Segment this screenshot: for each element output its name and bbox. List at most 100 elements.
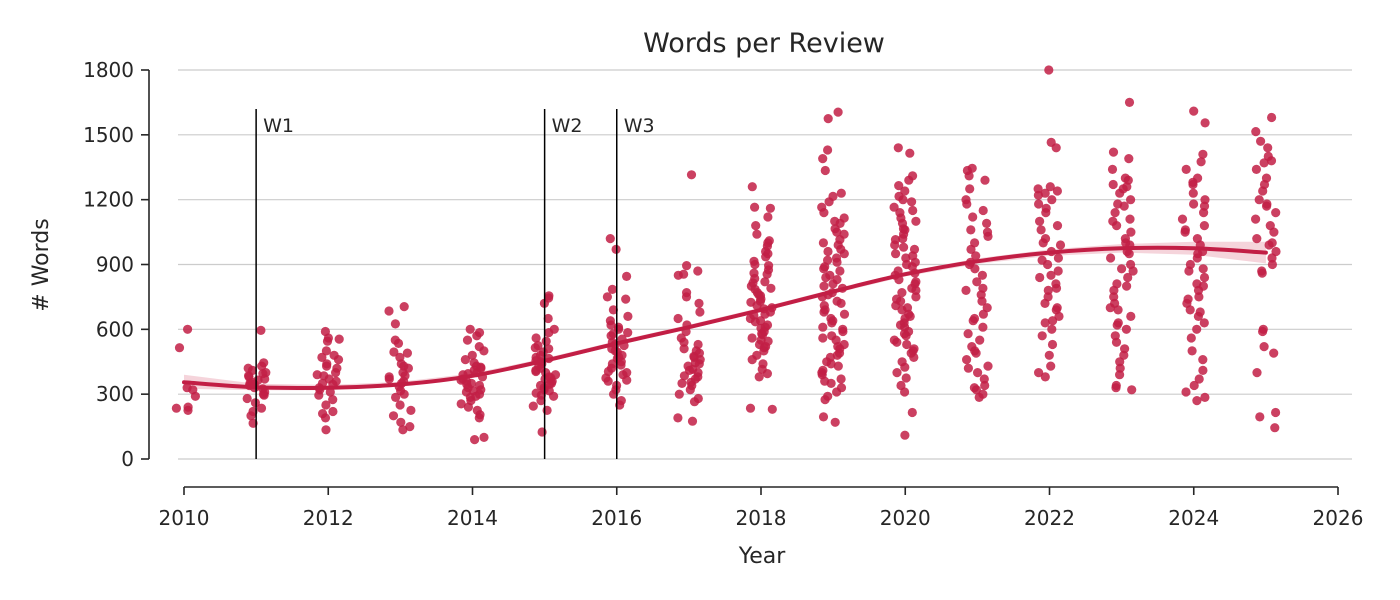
point-2013-21 <box>396 417 406 427</box>
data-points <box>171 65 1281 445</box>
point-2025-2 <box>1256 136 1266 146</box>
point-2025-15 <box>1269 227 1279 237</box>
point-2023-8 <box>1115 188 1125 198</box>
point-2025-30 <box>1270 423 1280 433</box>
point-2025-29 <box>1255 412 1265 422</box>
point-2019-2 <box>823 145 833 155</box>
point-2020-48 <box>907 407 917 418</box>
point-2017-34 <box>689 352 699 362</box>
point-2020-49 <box>900 430 910 440</box>
point-2023-40 <box>1122 182 1132 192</box>
point-2019-71 <box>817 368 827 378</box>
point-2021-17 <box>972 277 982 287</box>
point-2016-26 <box>603 376 613 386</box>
point-2012-2 <box>334 334 344 344</box>
point-2018-49 <box>760 277 770 287</box>
point-2019-34 <box>818 322 828 332</box>
point-2023-46 <box>1122 281 1132 291</box>
point-2018-4 <box>751 221 761 231</box>
point-2016-39 <box>622 375 632 385</box>
point-2024-2 <box>1198 149 1208 159</box>
point-2017-32 <box>679 337 689 347</box>
point-2022-36 <box>1038 238 1048 248</box>
point-2016-7 <box>623 311 633 321</box>
point-2018-45 <box>763 238 773 248</box>
y-tick-label-1800: 1800 <box>83 58 134 82</box>
point-2018-43 <box>745 403 756 413</box>
point-2021-33 <box>980 380 990 391</box>
point-2025-0 <box>1267 112 1277 123</box>
point-2010-7 <box>188 385 198 395</box>
point-2025-26 <box>1269 348 1279 358</box>
point-2025-33 <box>1267 238 1277 248</box>
point-2022-34 <box>1040 188 1050 198</box>
point-2021-37 <box>962 199 972 209</box>
point-2017-35 <box>694 359 704 369</box>
point-2024-39 <box>1189 199 1199 209</box>
point-2024-25 <box>1185 305 1195 315</box>
point-2020-5 <box>900 186 910 196</box>
point-2018-42 <box>754 372 764 382</box>
point-2019-52 <box>818 412 829 422</box>
point-2019-46 <box>836 374 846 384</box>
point-2020-52 <box>911 216 921 226</box>
point-2014-7 <box>460 355 470 365</box>
point-2024-12 <box>1199 221 1209 231</box>
point-2012-24 <box>322 361 332 371</box>
point-2018-2 <box>765 203 776 213</box>
point-2020-59 <box>911 277 921 287</box>
point-2013-5 <box>389 347 399 357</box>
point-2020-62 <box>902 303 913 313</box>
point-2024-10 <box>1199 208 1209 218</box>
point-2016-9 <box>606 320 616 330</box>
point-2022-41 <box>1048 316 1058 326</box>
point-2022-5 <box>1052 186 1062 196</box>
point-2011-16 <box>246 411 256 421</box>
point-2016-37 <box>607 359 618 369</box>
point-2020-67 <box>908 346 918 356</box>
point-2018-58 <box>756 335 766 345</box>
point-2011-14 <box>256 403 267 413</box>
point-2023-29 <box>1121 324 1131 334</box>
point-2020-61 <box>892 294 902 304</box>
point-2018-32 <box>747 333 757 343</box>
point-2019-54 <box>830 216 840 226</box>
point-2019-51 <box>820 395 830 405</box>
point-2024-19 <box>1184 266 1194 276</box>
point-2020-65 <box>899 329 910 339</box>
point-2020-60 <box>911 285 921 295</box>
point-2020-45 <box>901 373 911 383</box>
point-2021-12 <box>966 244 976 254</box>
point-2022-40 <box>1052 303 1062 313</box>
point-2022-39 <box>1051 283 1062 293</box>
point-2021-43 <box>963 363 974 373</box>
point-2019-31 <box>839 309 850 319</box>
point-2017-36 <box>684 365 695 375</box>
point-2019-65 <box>828 316 838 326</box>
point-2012-25 <box>312 370 322 380</box>
point-2023-36 <box>1115 370 1125 380</box>
point-2021-31 <box>973 368 983 378</box>
point-2019-19 <box>832 257 842 267</box>
point-2021-9 <box>966 225 976 235</box>
point-2021-20 <box>977 296 987 306</box>
point-2017-0 <box>686 170 697 180</box>
x-tick-label-2010: 2010 <box>159 506 210 530</box>
point-2021-2 <box>964 171 974 181</box>
point-2018-41 <box>762 369 773 379</box>
point-2022-27 <box>1047 324 1057 334</box>
point-2016-29 <box>609 389 619 399</box>
point-2024-38 <box>1188 177 1198 187</box>
point-2021-22 <box>978 309 989 319</box>
point-2022-30 <box>1044 350 1054 360</box>
point-2021-42 <box>970 346 980 356</box>
y-tick-label-300: 300 <box>96 382 134 406</box>
point-2017-38 <box>677 378 687 388</box>
point-2022-23 <box>1040 298 1050 308</box>
point-2013-19 <box>406 405 416 415</box>
point-2020-64 <box>895 320 906 330</box>
point-2020-50 <box>898 195 908 205</box>
point-2025-10 <box>1254 195 1264 205</box>
point-2021-8 <box>982 218 992 228</box>
point-2020-54 <box>898 234 908 244</box>
